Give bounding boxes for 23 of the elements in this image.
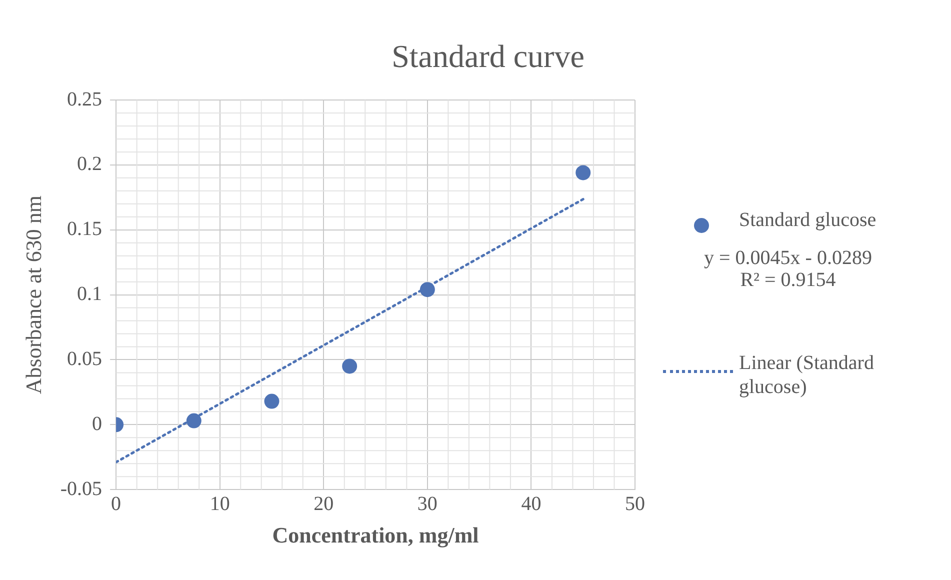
chart-title: Standard curve xyxy=(390,38,586,75)
x-axis-title: Concentration, mg/ml xyxy=(272,522,479,548)
x-tick-label: 40 xyxy=(521,492,542,515)
legend-label: Linear (Standard glucose) xyxy=(739,351,875,399)
y-tick-label: -0.05 xyxy=(60,478,102,500)
point xyxy=(342,358,358,374)
y-tick-label: 0.15 xyxy=(67,218,102,240)
y-tick-label: 0.1 xyxy=(77,283,102,306)
text: y = 0.0045x - 0.0289 xyxy=(703,247,873,269)
y-tick-label: 0.05 xyxy=(67,348,102,370)
y-tick-label: 0.25 xyxy=(67,88,102,110)
legend-label: Standard glucose xyxy=(739,208,876,232)
x-tick-label: 30 xyxy=(417,492,438,515)
y-tick-label: 0 xyxy=(92,412,102,435)
point xyxy=(264,394,280,409)
x-tick-label: 20 xyxy=(314,492,334,515)
y-tick-label: 0.2 xyxy=(77,153,102,176)
x-tick-label: 0 xyxy=(111,492,122,515)
x-tick-label: 50 xyxy=(625,492,645,515)
y-axis-title: Absorbance at 630 nm xyxy=(20,196,46,394)
text: R² = 0.9154 xyxy=(739,269,837,291)
point xyxy=(576,165,591,180)
x-tick-label: 10 xyxy=(210,492,230,515)
